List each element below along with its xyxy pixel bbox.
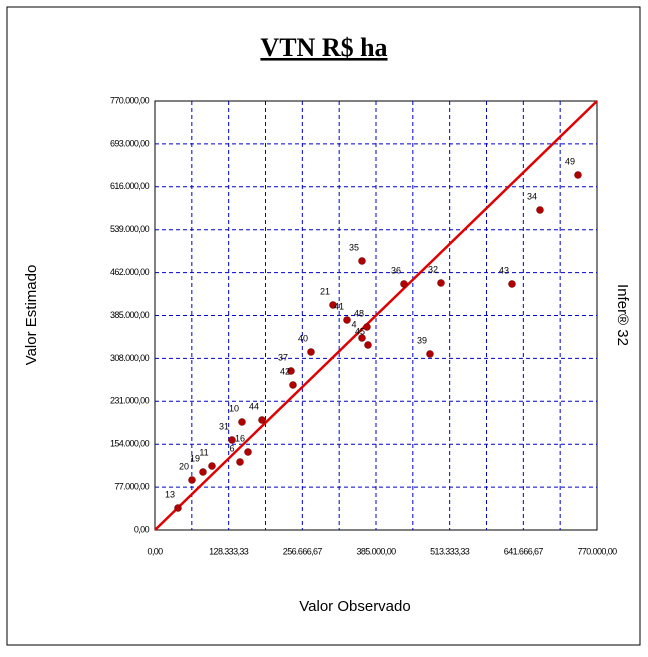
point <box>289 381 297 389</box>
point-label: 45 <box>355 326 365 336</box>
x-axis-label: Valor Observado <box>299 598 410 615</box>
point-label: 39 <box>417 335 427 345</box>
point-label: 16 <box>235 433 245 443</box>
y-tick-label: 539.000,00 <box>110 224 150 234</box>
point <box>238 418 246 426</box>
y-tick-label: 385.000,00 <box>110 310 150 320</box>
point <box>358 257 366 265</box>
point-label: 20 <box>179 461 189 471</box>
frame <box>6 6 641 646</box>
point <box>199 468 207 476</box>
point-label: 32 <box>428 264 438 274</box>
point <box>364 341 372 349</box>
x-tick-label: 0,00 <box>147 546 163 556</box>
point-label: 31 <box>219 421 229 431</box>
point-label: 43 <box>499 265 509 275</box>
x-tick-label: 256.666,67 <box>283 546 323 556</box>
point-label: 4 <box>351 319 356 329</box>
point <box>174 504 182 512</box>
point <box>343 316 351 324</box>
y-tick-label: 616.000,00 <box>110 181 150 191</box>
y-tick-label: 462.000,00 <box>110 267 150 277</box>
x-tick-label: 128.333,33 <box>209 546 249 556</box>
point-label: 41 <box>334 301 344 311</box>
point <box>574 171 582 179</box>
y-tick-label: 0,00 <box>134 524 150 534</box>
point <box>400 280 408 288</box>
point-label: 36 <box>391 265 401 275</box>
chart-title: VTN R$ ha <box>260 33 387 62</box>
x-tick-label: 513.333,33 <box>430 546 470 556</box>
point-label: 6 <box>229 443 234 453</box>
y-tick-label: 77.000,00 <box>114 481 149 491</box>
point-label: 49 <box>565 156 575 166</box>
y-tick-label: 308.000,00 <box>110 353 150 363</box>
point-label: 35 <box>349 242 359 252</box>
x-tick-label: 641.666,67 <box>504 546 544 556</box>
y-axis-label: Valor Estimado <box>23 265 40 366</box>
point <box>307 348 315 356</box>
point <box>363 323 371 331</box>
point-label: 34 <box>527 191 537 201</box>
point-label: 13 <box>165 489 175 499</box>
point-label: 37 <box>278 352 288 362</box>
point <box>188 476 196 484</box>
y-tick-label: 231.000,00 <box>110 396 150 406</box>
x-tick-label: 385.000,00 <box>356 546 396 556</box>
point <box>426 350 434 358</box>
y-tick-label: 693.000,00 <box>110 138 150 148</box>
point <box>437 279 445 287</box>
point-label: 48 <box>354 308 364 318</box>
y-tick-label: 770.000,00 <box>110 95 150 105</box>
point <box>358 334 366 342</box>
point <box>236 458 244 466</box>
point-label: 44 <box>249 401 259 411</box>
point-label: 21 <box>320 286 330 296</box>
identity-line <box>154 100 598 531</box>
point-label: 40 <box>298 333 308 343</box>
point-label: 11 <box>199 447 208 457</box>
point-label: 19 <box>190 453 200 463</box>
point <box>536 206 544 214</box>
x-tick-label: 770.000,00 <box>577 546 617 556</box>
side-label: Infer® 32 <box>614 284 631 346</box>
point <box>287 367 295 375</box>
point <box>508 280 516 288</box>
point-label: 10 <box>229 403 239 413</box>
point-label: 42 <box>280 366 290 376</box>
point <box>208 462 216 470</box>
point <box>258 416 266 424</box>
point <box>329 301 337 309</box>
point <box>244 448 252 456</box>
y-tick-label: 154.000,00 <box>110 439 150 449</box>
point <box>228 436 236 444</box>
